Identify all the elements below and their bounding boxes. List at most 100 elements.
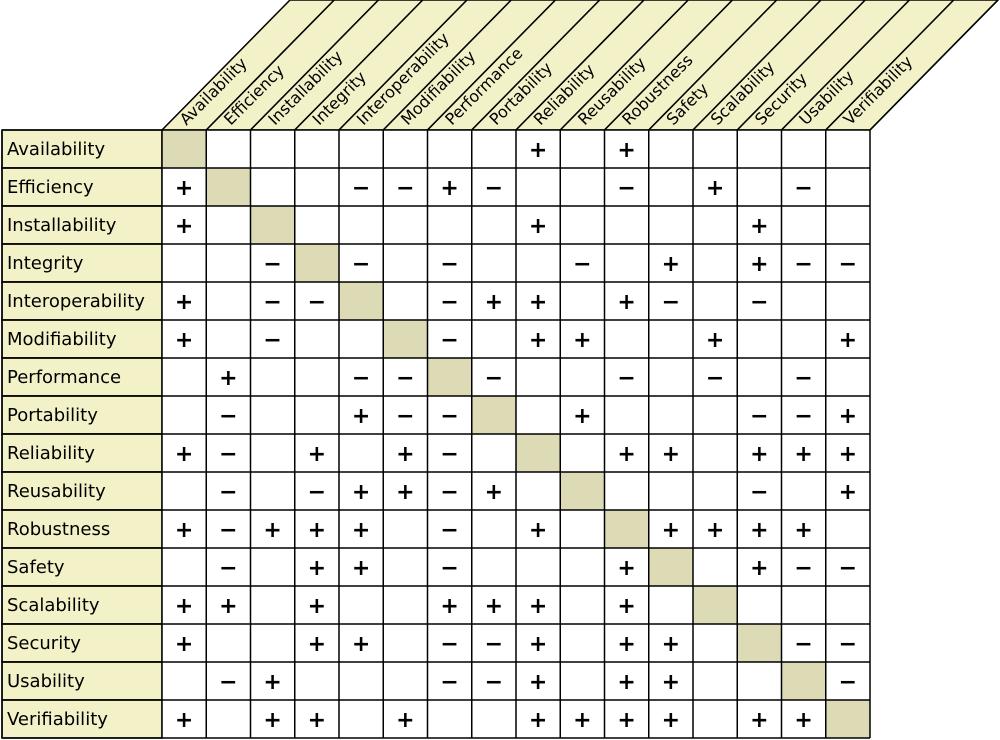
diagonal-cell	[383, 320, 428, 358]
matrix-cell	[693, 320, 738, 358]
matrix-cell	[825, 586, 870, 624]
negative-effect-mark: −	[794, 252, 812, 277]
row-header-label: Scalability	[7, 595, 100, 616]
row-header-label: Usability	[7, 671, 85, 692]
negative-effect-mark: −	[794, 366, 812, 391]
matrix-cell	[825, 434, 870, 472]
diagonal-cell	[648, 548, 693, 586]
positive-effect-mark: +	[573, 404, 591, 429]
positive-effect-mark: +	[175, 518, 193, 543]
matrix-cell	[693, 472, 738, 510]
positive-effect-mark: +	[175, 632, 193, 657]
negative-effect-mark: −	[839, 556, 857, 581]
matrix-cell	[294, 662, 339, 700]
negative-effect-mark: −	[750, 480, 768, 505]
negative-effect-mark: −	[839, 632, 857, 657]
matrix-cell	[471, 510, 516, 548]
positive-effect-mark: +	[175, 328, 193, 353]
negative-effect-mark: −	[440, 518, 458, 543]
negative-effect-mark: −	[750, 290, 768, 315]
matrix-cell	[383, 510, 428, 548]
matrix-cell	[162, 586, 207, 624]
matrix-cell	[648, 662, 693, 700]
positive-effect-mark: +	[308, 632, 326, 657]
matrix-cell	[737, 472, 782, 510]
matrix-cell	[294, 548, 339, 586]
positive-effect-mark: +	[750, 518, 768, 543]
matrix-cell	[162, 168, 207, 206]
matrix-cell	[471, 244, 516, 282]
matrix-cell	[693, 244, 738, 282]
matrix-cell	[162, 396, 207, 434]
matrix-cell	[294, 282, 339, 320]
negative-effect-mark: −	[352, 366, 370, 391]
positive-effect-mark: +	[396, 480, 414, 505]
matrix-cell	[339, 396, 384, 434]
matrix-cell	[604, 320, 649, 358]
matrix-cell	[427, 130, 472, 168]
matrix-cell	[427, 168, 472, 206]
matrix-cell	[604, 472, 649, 510]
positive-effect-mark: +	[750, 214, 768, 239]
matrix-cell	[516, 510, 561, 548]
positive-effect-mark: +	[352, 556, 370, 581]
row-header-label: Security	[7, 633, 81, 654]
positive-effect-mark: +	[308, 556, 326, 581]
negative-effect-mark: −	[794, 404, 812, 429]
positive-effect-mark: +	[573, 328, 591, 353]
positive-effect-mark: +	[617, 138, 635, 163]
matrix-cell	[781, 130, 826, 168]
matrix-cell	[516, 662, 561, 700]
matrix-cell	[560, 130, 605, 168]
diagonal-cell	[781, 662, 826, 700]
matrix-cell	[471, 586, 516, 624]
matrix-cell	[250, 472, 295, 510]
matrix-cell	[294, 396, 339, 434]
matrix-cell	[383, 472, 428, 510]
matrix-cell	[516, 244, 561, 282]
matrix-cell	[693, 548, 738, 586]
row-header-label: Efficiency	[7, 177, 94, 198]
positive-effect-mark: +	[529, 328, 547, 353]
diagonal-cell	[604, 510, 649, 548]
matrix-cell	[781, 282, 826, 320]
row-header-label: Reliability	[7, 443, 95, 464]
matrix-cell	[648, 282, 693, 320]
row-header-label: Verifiability	[7, 709, 108, 730]
header-border-right	[869, 0, 999, 131]
matrix-cell	[250, 662, 295, 700]
matrix-cell	[206, 130, 251, 168]
positive-effect-mark: +	[263, 670, 281, 695]
matrix-cell	[206, 662, 251, 700]
negative-effect-mark: −	[706, 366, 724, 391]
matrix-cell	[737, 130, 782, 168]
matrix-cell	[383, 662, 428, 700]
positive-effect-mark: +	[617, 632, 635, 657]
matrix-cell	[339, 358, 384, 396]
negative-effect-mark: −	[263, 328, 281, 353]
matrix-cell	[471, 320, 516, 358]
matrix-cell	[560, 168, 605, 206]
matrix-cell	[781, 358, 826, 396]
positive-effect-mark: +	[662, 442, 680, 467]
negative-effect-mark: −	[263, 252, 281, 277]
positive-effect-mark: +	[308, 442, 326, 467]
matrix-cell	[560, 700, 605, 738]
matrix-cell	[471, 206, 516, 244]
matrix-cell	[250, 548, 295, 586]
negative-effect-mark: −	[219, 670, 237, 695]
matrix-cell	[206, 510, 251, 548]
row-header-label: Availability	[7, 139, 105, 160]
positive-effect-mark: +	[662, 670, 680, 695]
negative-effect-mark: −	[440, 328, 458, 353]
matrix-cell	[560, 282, 605, 320]
matrix-cell	[383, 130, 428, 168]
matrix-cell	[781, 472, 826, 510]
matrix-cell	[162, 624, 207, 662]
matrix-cell	[825, 548, 870, 586]
matrix-cell	[560, 624, 605, 662]
matrix-cell	[427, 396, 472, 434]
matrix-cell	[648, 396, 693, 434]
matrix-cell	[162, 510, 207, 548]
matrix-cell	[781, 548, 826, 586]
